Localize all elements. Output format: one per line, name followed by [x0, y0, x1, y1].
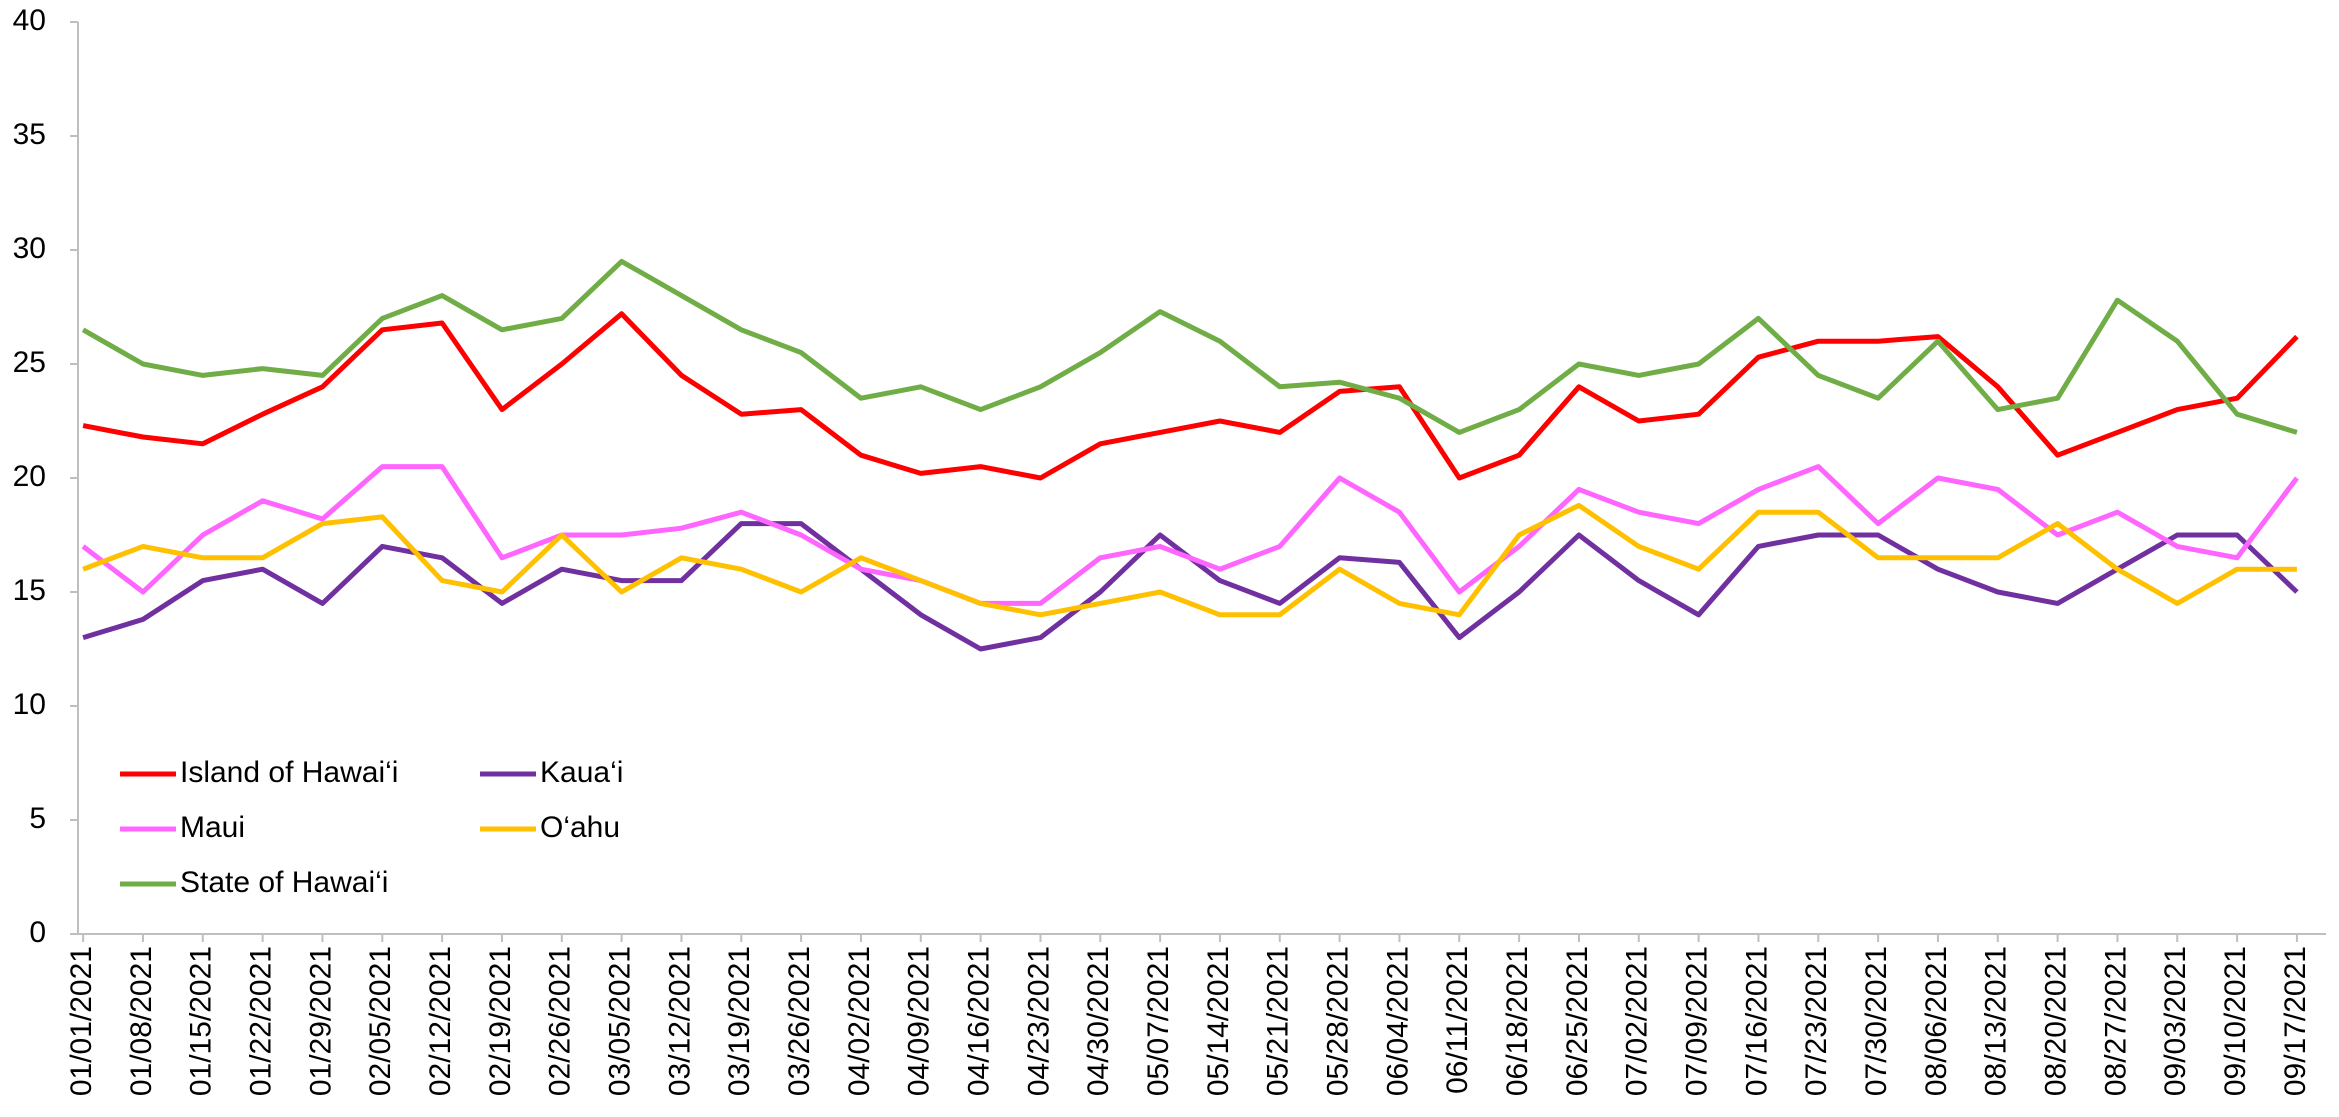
- x-tick-label: 03/05/2021: [604, 946, 637, 1096]
- x-tick-label: 07/02/2021: [1621, 946, 1654, 1096]
- x-tick-label: 07/16/2021: [1740, 946, 1773, 1096]
- x-tick-label: 09/10/2021: [2219, 946, 2252, 1096]
- x-tick-label: 01/22/2021: [245, 946, 278, 1096]
- legend-label: State of Hawai‘i: [180, 866, 388, 899]
- x-tick-label: 06/04/2021: [1381, 946, 1414, 1096]
- x-tick-label: 08/20/2021: [2040, 946, 2073, 1096]
- x-tick-label: 05/21/2021: [1262, 946, 1295, 1096]
- x-tick-label: 04/23/2021: [1022, 946, 1055, 1096]
- y-tick-label: 35: [13, 118, 46, 151]
- y-tick-label: 15: [13, 574, 46, 607]
- x-tick-label: 08/27/2021: [2099, 946, 2132, 1096]
- x-tick-label: 05/07/2021: [1142, 946, 1175, 1096]
- legend-label: O‘ahu: [540, 811, 620, 844]
- y-tick-label: 5: [29, 802, 46, 835]
- x-tick-label: 02/05/2021: [364, 946, 397, 1096]
- y-tick-label: 20: [13, 460, 46, 493]
- x-tick-label: 09/17/2021: [2279, 946, 2312, 1096]
- x-tick-label: 04/30/2021: [1082, 946, 1115, 1096]
- x-tick-label: 01/01/2021: [65, 946, 98, 1096]
- x-tick-label: 02/26/2021: [544, 946, 577, 1096]
- x-tick-label: 01/08/2021: [125, 946, 158, 1096]
- series-line: [81, 464, 2299, 606]
- x-tick-label: 07/23/2021: [1800, 946, 1833, 1096]
- x-tick-label: 06/11/2021: [1441, 946, 1474, 1094]
- legend-label: Maui: [180, 811, 245, 844]
- x-tick-label: 04/16/2021: [963, 946, 996, 1096]
- x-tick-label: 01/15/2021: [185, 946, 218, 1096]
- x-tick-label: 04/09/2021: [903, 946, 936, 1096]
- x-tick-label: 01/29/2021: [304, 946, 337, 1096]
- x-tick-label: 07/09/2021: [1681, 946, 1714, 1096]
- x-tick-label: 06/18/2021: [1501, 946, 1534, 1096]
- y-tick-label: 40: [13, 4, 46, 37]
- x-tick-label: 03/12/2021: [663, 946, 696, 1096]
- series-line: [82, 311, 2299, 481]
- series-line: [81, 258, 2298, 435]
- x-tick-label: 02/19/2021: [484, 946, 517, 1096]
- y-tick-label: 10: [13, 688, 46, 721]
- legend-label: Kaua‘i: [540, 756, 623, 789]
- x-tick-label: 08/06/2021: [1920, 946, 1953, 1096]
- x-tick-label: 05/28/2021: [1322, 946, 1355, 1096]
- x-tick-label: 07/30/2021: [1860, 946, 1893, 1096]
- x-tick-label: 03/26/2021: [783, 946, 816, 1096]
- y-tick-label: 0: [29, 916, 46, 949]
- x-tick-label: 03/19/2021: [723, 946, 756, 1096]
- legend-label: Island of Hawai‘i: [180, 756, 398, 789]
- y-tick-label: 25: [13, 346, 46, 379]
- x-tick-label: 06/25/2021: [1561, 946, 1594, 1096]
- series-line: [82, 521, 2299, 652]
- x-tick-label: 08/13/2021: [1980, 946, 2013, 1096]
- y-tick-label: 30: [13, 232, 46, 265]
- x-tick-label: 05/14/2021: [1202, 946, 1235, 1096]
- x-tick-label: 04/02/2021: [843, 946, 876, 1096]
- x-tick-label: 09/03/2021: [2159, 946, 2192, 1096]
- x-tick-label: 02/12/2021: [424, 946, 457, 1096]
- series-line: [82, 502, 2297, 618]
